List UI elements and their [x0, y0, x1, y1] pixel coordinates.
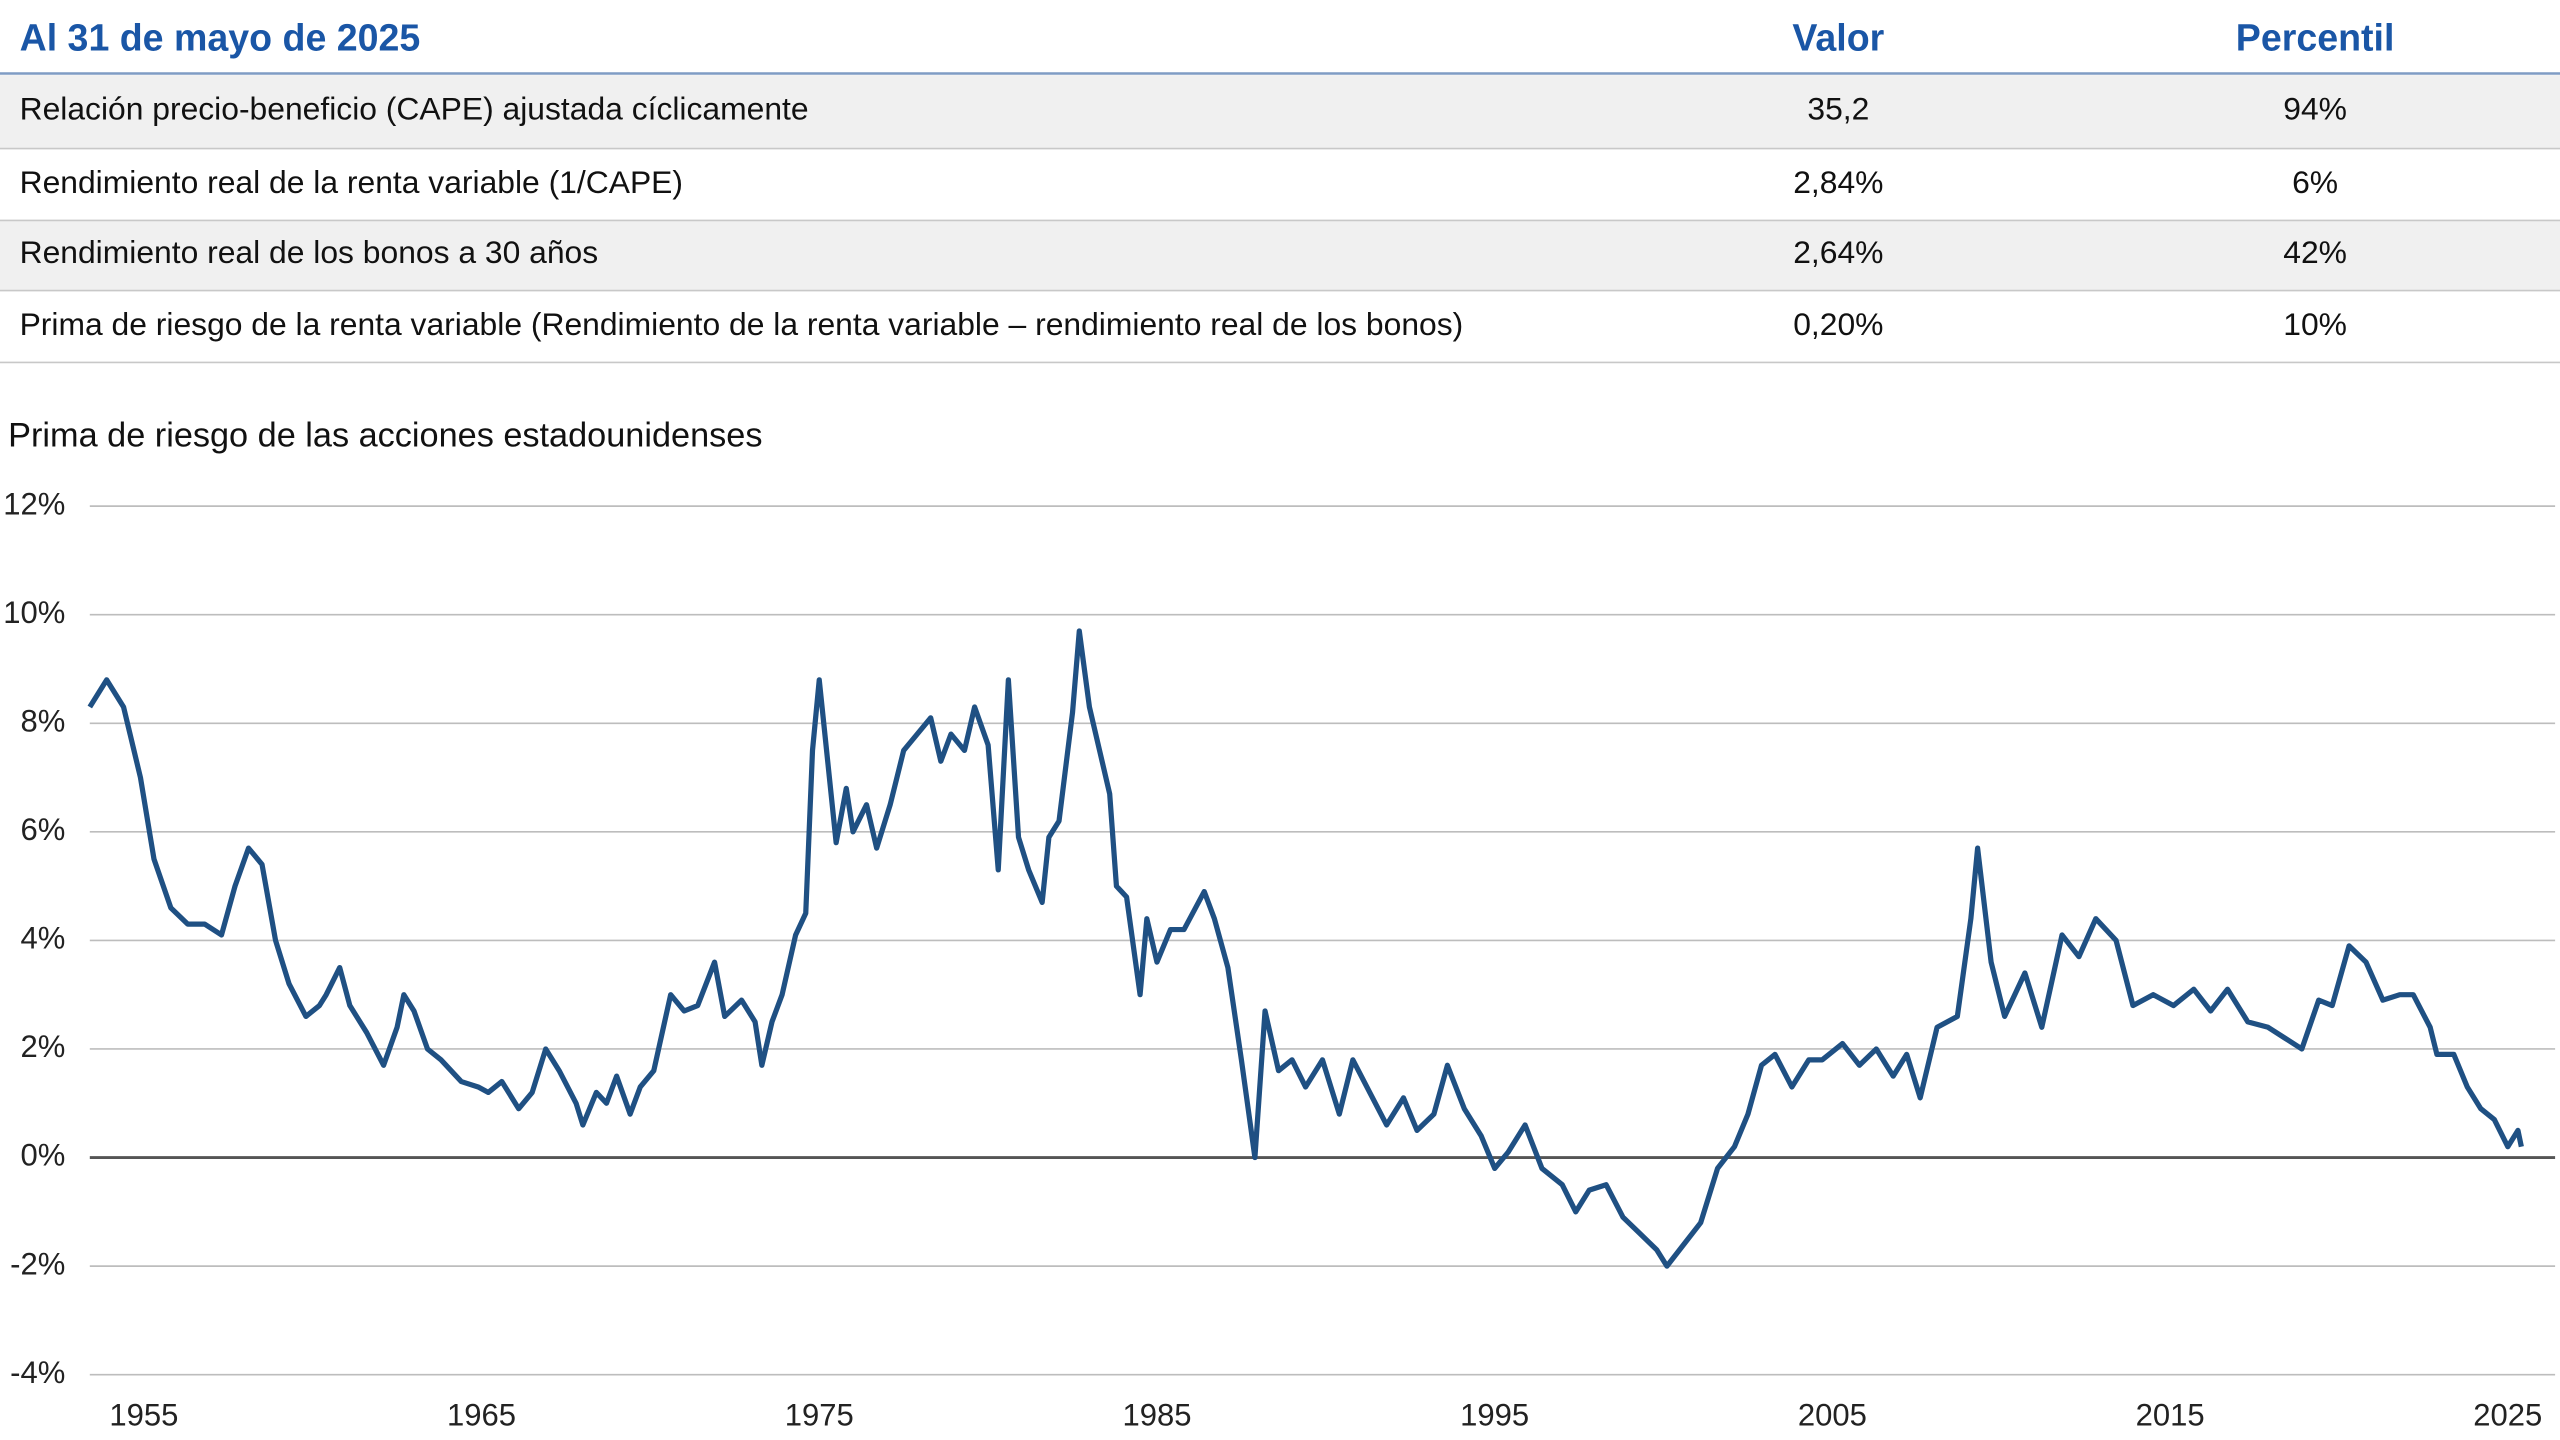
data-line: [87, 628, 2524, 1269]
row-label: Prima de riesgo de la renta variable (Re…: [20, 306, 1464, 342]
y-tick-label: 0%: [20, 1138, 65, 1173]
x-tick-label: 2015: [2136, 1397, 2205, 1432]
cell-percentile: 10%: [2283, 306, 2347, 342]
column-header: Valor: [1792, 17, 1884, 59]
cell-percentile: 6%: [2292, 164, 2338, 200]
cell-value: 0,20%: [1793, 306, 1883, 342]
y-tick-label: -4%: [10, 1355, 65, 1390]
x-tick-label: 1955: [109, 1397, 178, 1432]
y-tick-label: 2%: [20, 1029, 65, 1064]
y-tick-label: 10%: [3, 595, 65, 630]
row-band: [0, 75, 2560, 149]
x-tick-label: 1975: [785, 1397, 854, 1432]
row-label: Rendimiento real de la renta variable (1…: [20, 164, 683, 200]
x-tick-label: 1965: [447, 1397, 516, 1432]
cell-percentile: 94%: [2283, 90, 2347, 126]
cell-value: 35,2: [1807, 90, 1869, 126]
row-band: [0, 220, 2560, 291]
row-label: Rendimiento real de los bonos a 30 años: [20, 234, 599, 270]
y-tick-label: 12%: [3, 486, 65, 521]
table-title: Al 31 de mayo de 2025: [20, 17, 421, 59]
x-tick-label: 2005: [1798, 1397, 1867, 1432]
row-label: Relación precio-beneficio (CAPE) ajustad…: [20, 90, 809, 126]
x-tick-label: 1985: [1122, 1397, 1191, 1432]
x-tick-label: 1995: [1460, 1397, 1529, 1432]
column-header: Percentil: [2236, 17, 2395, 59]
y-tick-label: 4%: [20, 921, 65, 956]
cell-percentile: 42%: [2283, 234, 2347, 270]
x-tick-label: 2025: [2473, 1397, 2542, 1432]
cell-value: 2,64%: [1793, 234, 1883, 270]
y-tick-label: -2%: [10, 1246, 65, 1281]
cell-value: 2,84%: [1793, 164, 1883, 200]
y-tick-label: 6%: [20, 812, 65, 847]
chart-title: Prima de riesgo de las acciones estadoun…: [8, 417, 762, 455]
y-tick-label: 8%: [20, 703, 65, 738]
